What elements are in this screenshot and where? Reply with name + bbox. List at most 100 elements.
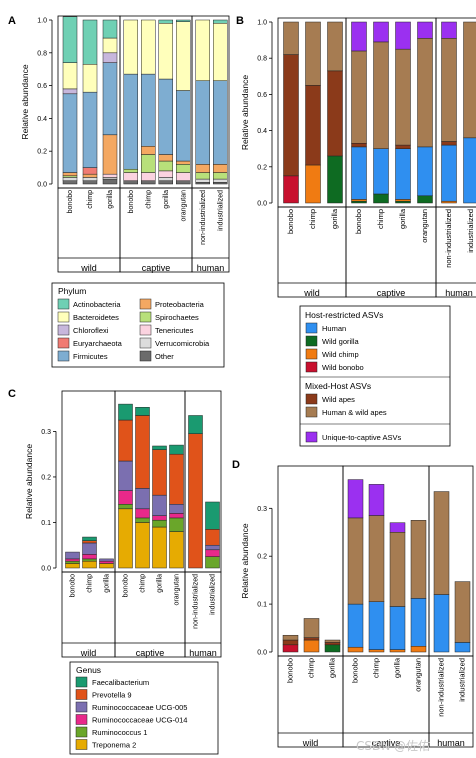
bar-segment-wild-gorilla <box>417 195 433 204</box>
panel-letter-C: C <box>8 388 16 400</box>
bar-segment-tenericutes <box>176 172 191 181</box>
bar-segment-prevotella-9 <box>152 449 167 496</box>
y-axis-title: Relative abundance <box>20 64 30 139</box>
x-tick-label: chimp <box>87 190 94 209</box>
bar-segment-proteobacteria <box>195 164 210 173</box>
bar-segment-spirochaetes <box>158 160 173 172</box>
bar-segment-unique-to-captive-asvs <box>351 21 367 52</box>
legend-label: Euryarchaeota <box>73 339 123 348</box>
bar-segment-ruminococcaceae-ucg-014 <box>118 490 133 505</box>
x-tick-label: bonobo <box>128 190 135 213</box>
bar-segment-wild-gorilla <box>351 200 367 204</box>
bar-segment-faecalibacterium <box>205 501 220 530</box>
legend-label: Tenericutes <box>155 326 194 335</box>
bar-segment-wild-bonobo <box>282 644 299 653</box>
bar-segment-human <box>463 137 476 204</box>
panel-D: D 0.0 0.1 0.2 0.3 Relative abundance bonobo chi… <box>232 459 474 748</box>
bar-segment-human <box>347 603 364 648</box>
bar-segment-verrucomicrobia <box>82 177 98 181</box>
y-tick-label: 0.1 <box>41 520 51 527</box>
x-tick-label: orangutan <box>180 190 187 222</box>
panel-B: B 0.0 0.2 0.4 0.6 0.8 1.0 Relative abundance bon… <box>236 15 476 298</box>
facet-label-box-human <box>184 571 222 658</box>
bar-segment-human-wild-apes <box>351 50 367 144</box>
bar-segment-ruminococcaceae-ucg-014 <box>152 515 167 521</box>
bar-segment-other <box>82 180 98 185</box>
bar-segment-treponema-2 <box>118 508 133 569</box>
bar-segment-wild-chimp <box>347 646 364 653</box>
y-tick-label: 0.2 <box>41 474 51 481</box>
bar-segment-treponema-2 <box>65 563 80 569</box>
watermark-text: CSDN @佐佑 <box>356 739 431 753</box>
bar-segment-wild-chimp <box>441 200 457 204</box>
bar-segment-human-wild-apes <box>417 38 433 148</box>
facet-label-captive: captive <box>142 263 171 273</box>
legend-swatch <box>305 406 318 418</box>
x-tick-label: chimp <box>376 209 385 229</box>
bar-segment-prevotella-9 <box>135 415 150 489</box>
bar-segment-bacteroidetes <box>102 37 118 54</box>
bar-segment-proteobacteria <box>158 154 173 162</box>
legend-label: Proteobacteria <box>155 300 205 309</box>
bar-segment-wild-apes <box>303 637 320 641</box>
bar-segment-wild-apes <box>327 70 343 157</box>
bar-segment-bacteroidetes <box>82 64 98 93</box>
legend-label: Other <box>155 352 174 361</box>
bar-segment-firmicutes <box>102 62 118 136</box>
bar-segment-verrucomicrobia <box>62 177 78 181</box>
bar-segment-bacteroidetes <box>123 19 138 75</box>
legend-swatch <box>305 335 318 347</box>
bar-segment-euryarchaeota <box>82 167 98 175</box>
bar-segment-human <box>373 148 389 195</box>
bar-segment-ruminococcaceae-ucg-014 <box>82 554 97 560</box>
x-tick-label: gorilla <box>157 574 164 593</box>
bar-segment-treponema-2 <box>82 560 97 569</box>
bar-segment-bacteroidetes <box>176 21 191 91</box>
bar-segment-ruminococcaceae-ucg-014 <box>205 549 220 557</box>
bar-segment-verrucomicrobia <box>158 177 173 181</box>
x-tick-label: gorilla <box>328 657 337 678</box>
facet-label-box-human <box>435 206 476 298</box>
legend-label: Firmicutes <box>73 352 108 361</box>
legend-swatch <box>75 689 88 700</box>
bar-segment-faecalibacterium <box>188 415 203 434</box>
bar-segment-human <box>410 598 427 647</box>
facet-label-wild: wild <box>80 648 97 658</box>
legend-label: Actinobacteria <box>73 300 121 309</box>
facet-label-wild: wild <box>303 288 320 298</box>
y-tick-label: 0.6 <box>37 83 47 90</box>
bar-segment-chloroflexi <box>102 52 118 63</box>
bar-segment-human <box>454 642 471 653</box>
bar-segment-ruminococcus-1 <box>135 517 150 523</box>
y-tick-label: 0.0 <box>257 201 267 208</box>
x-tick-label: orangutan <box>420 209 429 243</box>
panel-letter-B: B <box>236 15 244 27</box>
y-axis-title: Relative abundance <box>240 75 250 150</box>
bar-segment-firmicutes <box>176 90 191 162</box>
bar-segment-actinobacteria <box>82 19 98 65</box>
bar-segment-spirochaetes <box>141 154 156 173</box>
legend-swatch <box>75 726 88 738</box>
bar-segment-human <box>395 148 411 200</box>
bar-segment-wild-bonobo <box>283 175 299 204</box>
bar-segment-human-wild-apes <box>441 38 457 142</box>
facet-label-wild: wild <box>302 738 319 748</box>
bar-segment-ruminococcaceae-ucg-014 <box>65 558 80 562</box>
bar-segment-verrucomicrobia <box>213 178 228 183</box>
bar-segment-human-wild-apes <box>305 21 321 86</box>
bar-segment-unique-to-captive-asvs <box>395 21 411 50</box>
bar-segment-wild-apes <box>395 144 411 149</box>
x-tick-label: chimp <box>87 574 94 593</box>
bar-segment-ruminococcus-1 <box>118 504 133 510</box>
x-tick-label: bonobo <box>123 574 130 597</box>
bar-segment-ruminococcaceae-ucg-005 <box>82 542 97 555</box>
bar-segment-faecalibacterium <box>135 407 150 416</box>
facet-label-captive: captive <box>372 738 401 748</box>
bar-segment-wild-gorilla <box>395 200 411 204</box>
bar-segment-human-wild-apes <box>454 581 471 643</box>
bar-segment-human <box>368 601 385 650</box>
bar-segment-human-wild-apes <box>282 634 299 641</box>
bar-segment-wild-chimp <box>395 199 411 202</box>
x-tick-label: gorilla <box>107 190 114 209</box>
bar-segment-ruminococcus-1 <box>82 558 97 562</box>
